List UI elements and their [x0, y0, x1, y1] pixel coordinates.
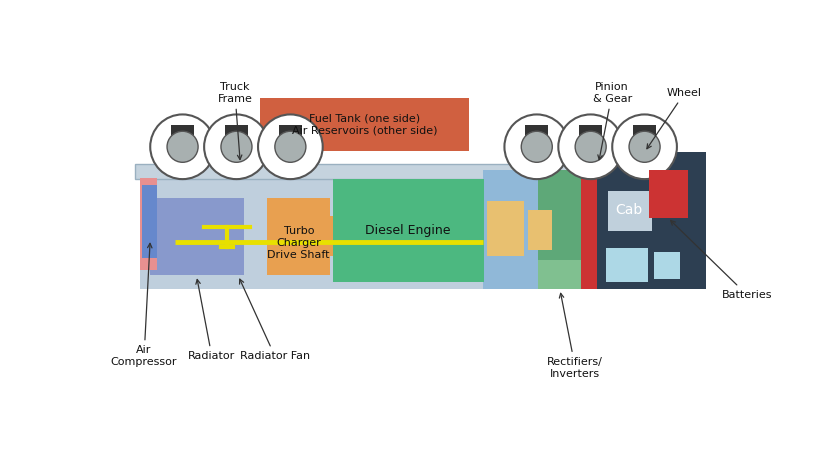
- Text: Drive Shaft: Drive Shaft: [266, 250, 329, 260]
- Circle shape: [504, 115, 568, 179]
- Text: Wheel: Wheel: [646, 88, 701, 149]
- Text: Radiator Fan: Radiator Fan: [239, 279, 309, 361]
- Text: Cab: Cab: [614, 203, 642, 217]
- Bar: [607, 191, 652, 231]
- Bar: [648, 170, 687, 218]
- Bar: [524, 125, 547, 142]
- Bar: [330, 216, 351, 256]
- Bar: [135, 164, 684, 179]
- Bar: [171, 125, 194, 142]
- Circle shape: [521, 131, 552, 162]
- Text: Air
Compressor: Air Compressor: [111, 243, 177, 367]
- Bar: [259, 98, 468, 151]
- Circle shape: [629, 131, 659, 162]
- Text: Truck
Frame: Truck Frame: [218, 82, 252, 159]
- Circle shape: [204, 115, 269, 179]
- Bar: [140, 170, 678, 289]
- Text: Fuel Tank (one side)
Air Reservoirs (other side): Fuel Tank (one side) Air Reservoirs (oth…: [291, 114, 437, 135]
- Text: Diesel Engine: Diesel Engine: [365, 224, 451, 237]
- Text: Pinion
& Gear: Pinion & Gear: [592, 82, 631, 160]
- Bar: [578, 125, 601, 142]
- Bar: [581, 152, 598, 289]
- Circle shape: [575, 131, 605, 162]
- Bar: [333, 179, 483, 281]
- Bar: [279, 125, 302, 142]
- Text: Rectifiers/
Inverters: Rectifiers/ Inverters: [547, 293, 603, 378]
- Text: Batteries: Batteries: [670, 220, 771, 300]
- Text: Radiator: Radiator: [188, 280, 235, 361]
- Bar: [482, 170, 540, 289]
- Bar: [486, 201, 523, 256]
- Circle shape: [167, 131, 198, 162]
- Bar: [141, 185, 157, 259]
- Bar: [653, 252, 679, 279]
- Bar: [691, 152, 705, 289]
- Bar: [538, 260, 582, 289]
- Circle shape: [611, 115, 676, 179]
- Circle shape: [557, 115, 622, 179]
- Circle shape: [258, 115, 323, 179]
- Bar: [633, 125, 655, 142]
- Circle shape: [275, 131, 305, 162]
- Bar: [596, 241, 664, 289]
- Bar: [140, 178, 157, 270]
- Bar: [605, 248, 648, 281]
- Bar: [150, 199, 244, 275]
- Bar: [267, 199, 330, 275]
- Bar: [527, 210, 552, 250]
- Bar: [596, 152, 696, 289]
- Circle shape: [150, 115, 215, 179]
- Text: Turbo
Charger: Turbo Charger: [276, 226, 321, 247]
- Circle shape: [221, 131, 251, 162]
- Bar: [225, 125, 248, 142]
- Bar: [538, 170, 582, 289]
